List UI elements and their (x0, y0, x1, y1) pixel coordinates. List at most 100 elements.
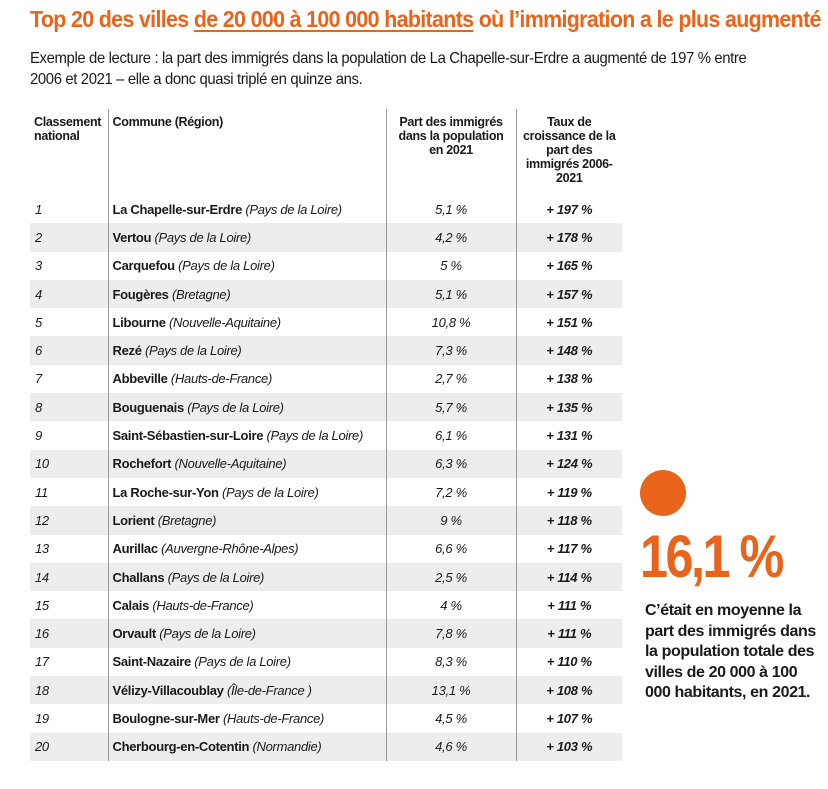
table-row: 14 Challans (Pays de la Loire) 2,5 % + 114 … (30, 562, 622, 592)
city-name: Saint-Nazaire (112, 654, 192, 670)
table-row: 1 La Chapelle-sur-Erdre (Pays de la Loire… (30, 195, 622, 224)
average-caption: C’était en moyenne la part des immigrés … (645, 602, 816, 701)
average-value: 16,1 % (640, 523, 784, 590)
growth-cell: + 165 % (546, 258, 593, 274)
commune-cell: Cherbourg-en-Cotentin (Normandie) (108, 732, 387, 761)
city-name: Lorient (112, 512, 155, 528)
growth-cell: + 110 % (546, 654, 592, 670)
table-row: 3 Carquefou (Pays de la Loire) 5 % + 165 % (30, 251, 622, 280)
commune-cell: Vélizy-Villacoublay (Île-de-France ) (108, 676, 387, 705)
growth-cell: + 138 % (546, 371, 593, 387)
growth-cell: + 131 % (546, 428, 593, 444)
growth-cell: + 124 % (516, 449, 622, 478)
rank-cell: 7 (30, 364, 109, 394)
region-name: (Pays de la Loire) (178, 258, 275, 274)
share-cell: 4 % (386, 591, 517, 620)
rank-cell: 20 (30, 732, 109, 761)
commune-cell: Abbeville (Hauts-de-France) (108, 364, 387, 394)
commune-cell: Challans (Pays de la Loire) (108, 562, 387, 592)
commune-cell: Fougères (Bretagne) (108, 279, 387, 309)
share-cell: 6,6 % (386, 534, 517, 563)
rank-cell: 16 (30, 619, 109, 648)
header-share: Part des immigrés dans la population en … (386, 109, 517, 195)
table-row: 18 Vélizy-Villacoublay (Île-de-France ) 13… (30, 676, 622, 705)
share-cell: 7,3 % (386, 336, 517, 365)
commune-cell: La Roche-sur-Yon (Pays de la Loire) (108, 477, 387, 507)
city-name: Libourne (112, 314, 167, 330)
share-cell: 5,1 % (386, 279, 517, 309)
city-name: La Chapelle-sur-Erdre (112, 201, 243, 217)
region-name: (Auvergne-Rhône-Alpes) (161, 541, 299, 557)
region-name: (Pays de la Loire) (144, 343, 242, 359)
share-cell: 5,7 % (386, 393, 517, 422)
region-name: (Hauts-de-France) (222, 710, 325, 726)
city-name: Calais (112, 597, 150, 613)
region-name: (Pays de la Loire) (154, 229, 251, 245)
orange-dot-icon (640, 470, 686, 516)
city-name: Abbeville (112, 371, 168, 387)
city-name: Vertou (112, 229, 152, 245)
growth-cell: + 151 % (546, 314, 593, 330)
growth-cell: + 114 % (516, 562, 622, 592)
region-name: (Nouvelle-Aquitaine) (169, 314, 281, 330)
title-part-1: Top 20 des villes (30, 6, 194, 32)
region-name: (Bretagne) (157, 512, 217, 528)
reading-example: Exemple de lecture : la part des immigré… (30, 48, 774, 90)
city-name: Carquefou (112, 258, 176, 274)
table-row: 12 Lorient (Bretagne) 9 % + 118 % (30, 506, 622, 535)
region-name: (Normandie) (252, 739, 322, 755)
header-rank: Classement national (30, 109, 109, 195)
rank-cell: 9 (30, 421, 109, 450)
region-name: (Pays de la Loire) (159, 626, 256, 642)
share-cell: 7,2 % (386, 477, 517, 507)
rank-cell: 3 (30, 251, 109, 280)
table-row: 5 Libourne (Nouvelle-Aquitaine) 10,8 % + 15… (30, 308, 622, 337)
rank-cell: 17 (30, 647, 109, 677)
growth-cell: + 119 % (546, 484, 592, 500)
region-name: (Pays de la Loire) (222, 484, 319, 500)
region-name: (Pays de la Loire) (167, 569, 265, 585)
region-name: (Pays de la Loire) (194, 654, 291, 670)
city-name: Challans (112, 569, 165, 585)
rank-cell: 5 (30, 308, 109, 337)
share-cell: 13,1 % (386, 676, 517, 705)
ranking-table: Classement national Commune (Région) Par… (30, 109, 622, 761)
table-row: 11 La Roche-sur-Yon (Pays de la Loire) 7,2… (30, 477, 622, 507)
city-name: Vélizy-Villacoublay (112, 682, 224, 698)
city-name: Bouguenais (112, 399, 185, 415)
commune-cell: Aurillac (Auvergne-Rhône-Alpes) (108, 534, 387, 563)
growth-cell: + 178 % (516, 223, 622, 252)
reading-example-text: la part des immigrés dans la population … (30, 50, 747, 88)
growth-cell: + 108 % (516, 676, 622, 705)
city-name: Orvault (112, 626, 157, 642)
rank-cell: 8 (30, 393, 109, 422)
share-cell: 10,8 % (386, 308, 517, 337)
title-underlined: de 20 000 à 100 000 habitants (193, 6, 474, 32)
table-row: 2 Vertou (Pays de la Loire) 4,2 % + 178 % (30, 223, 622, 252)
table-row: 15 Calais (Hauts-de-France) 4 % + 111 % (30, 591, 622, 620)
growth-cell: + 157 % (516, 279, 622, 309)
commune-cell: Saint-Sébastien-sur-Loire (Pays de la Lo… (108, 421, 387, 450)
table-row: 19 Boulogne-sur-Mer (Hauts-de-France) 4,5 … (30, 704, 622, 733)
share-cell: 8,3 % (386, 647, 517, 677)
growth-cell: + 117 % (546, 541, 592, 557)
table-row: 9 Saint-Sébastien-sur-Loire (Pays de la L… (30, 421, 622, 450)
city-name: La Roche-sur-Yon (112, 484, 220, 500)
commune-cell: Calais (Hauts-de-France) (108, 591, 387, 620)
rank-cell: 12 (30, 506, 109, 535)
table-row: 10 Rochefort (Nouvelle-Aquitaine) 6,3 % + 1… (30, 449, 622, 478)
share-cell: 4,2 % (386, 223, 517, 252)
rank-cell: 14 (30, 562, 109, 592)
commune-cell: Rochefort (Nouvelle-Aquitaine) (108, 449, 387, 478)
growth-cell: + 107 % (546, 710, 593, 726)
growth-cell: + 111 % (516, 619, 622, 648)
growth-cell: + 103 % (516, 732, 622, 761)
rank-cell: 19 (30, 704, 109, 733)
share-cell: 5 % (386, 251, 517, 280)
commune-cell: Carquefou (Pays de la Loire) (108, 251, 387, 280)
commune-cell: Orvault (Pays de la Loire) (108, 619, 387, 648)
region-name: (Hauts-de-France) (152, 597, 254, 613)
share-cell: 7,8 % (386, 619, 517, 648)
region-name: (Pays de la Loire) (187, 399, 284, 415)
table-header-row: Classement national Commune (Région) Par… (30, 109, 622, 195)
